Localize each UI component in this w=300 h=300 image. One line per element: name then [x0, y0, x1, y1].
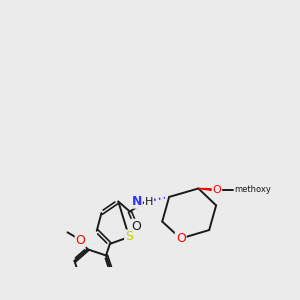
Text: H: H — [145, 196, 153, 206]
Text: S: S — [125, 230, 133, 244]
Text: O: O — [131, 220, 141, 233]
Text: methoxy: methoxy — [235, 185, 272, 194]
Polygon shape — [198, 188, 217, 191]
Text: O: O — [176, 232, 186, 245]
Text: N: N — [132, 195, 142, 208]
Text: O: O — [212, 185, 221, 195]
Text: O: O — [76, 233, 85, 247]
